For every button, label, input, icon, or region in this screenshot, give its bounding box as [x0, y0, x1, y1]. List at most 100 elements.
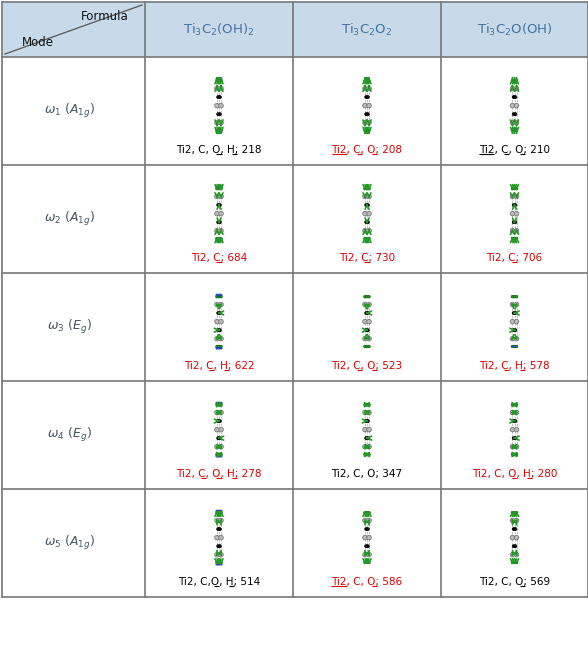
Circle shape: [363, 518, 367, 523]
Circle shape: [364, 561, 366, 563]
Circle shape: [366, 345, 368, 348]
Circle shape: [215, 319, 219, 324]
Circle shape: [515, 511, 518, 514]
Circle shape: [216, 79, 218, 82]
Circle shape: [220, 296, 222, 298]
Circle shape: [514, 220, 517, 224]
Circle shape: [363, 121, 367, 125]
Circle shape: [367, 535, 371, 540]
Circle shape: [215, 428, 219, 432]
Circle shape: [216, 510, 218, 512]
Circle shape: [367, 410, 371, 415]
Circle shape: [510, 121, 514, 125]
Circle shape: [216, 347, 218, 349]
Circle shape: [368, 404, 370, 406]
Circle shape: [366, 96, 369, 99]
Circle shape: [364, 454, 366, 456]
Circle shape: [510, 103, 514, 108]
Circle shape: [364, 237, 366, 240]
Circle shape: [366, 237, 368, 240]
Circle shape: [514, 420, 517, 422]
Circle shape: [220, 404, 222, 406]
Circle shape: [366, 329, 369, 332]
Circle shape: [215, 518, 219, 523]
Circle shape: [363, 553, 367, 557]
Circle shape: [217, 113, 219, 116]
Circle shape: [512, 329, 515, 332]
Circle shape: [510, 336, 514, 341]
Circle shape: [365, 527, 368, 531]
Circle shape: [365, 437, 368, 440]
Circle shape: [511, 237, 514, 240]
Circle shape: [218, 188, 220, 190]
Circle shape: [364, 296, 366, 298]
Circle shape: [218, 329, 221, 332]
Circle shape: [514, 527, 517, 531]
Circle shape: [219, 121, 223, 125]
Circle shape: [218, 455, 220, 457]
Circle shape: [368, 129, 370, 132]
Circle shape: [512, 204, 515, 206]
Circle shape: [515, 237, 518, 240]
Circle shape: [514, 86, 519, 91]
Circle shape: [515, 345, 518, 348]
Circle shape: [219, 194, 223, 198]
Text: $\omega_1$ $(A_{1g})$: $\omega_1$ $(A_{1g})$: [44, 102, 95, 120]
Circle shape: [366, 404, 368, 406]
Circle shape: [363, 302, 367, 307]
Circle shape: [368, 237, 370, 240]
Circle shape: [216, 188, 218, 190]
Circle shape: [365, 204, 368, 206]
Circle shape: [216, 294, 218, 296]
Circle shape: [216, 402, 218, 404]
Text: Ti2, C, O, H; 280: Ti2, C, O, H; 280: [472, 469, 557, 479]
Circle shape: [366, 188, 368, 190]
Text: Ti$_3$C$_2$(OH)$_2$: Ti$_3$C$_2$(OH)$_2$: [183, 21, 255, 37]
Circle shape: [216, 237, 218, 240]
Circle shape: [218, 527, 221, 531]
Circle shape: [215, 121, 219, 125]
Circle shape: [512, 113, 515, 116]
Text: Ti2, C, O; 347: Ti2, C, O; 347: [332, 469, 403, 479]
Text: $\omega_5$ $(A_{1g})$: $\omega_5$ $(A_{1g})$: [44, 534, 95, 552]
Circle shape: [513, 561, 516, 563]
Circle shape: [220, 131, 222, 133]
Circle shape: [219, 553, 223, 557]
Text: Ti2, C, O; 569: Ti2, C, O; 569: [479, 577, 550, 587]
Circle shape: [366, 113, 369, 116]
Circle shape: [366, 561, 368, 563]
Circle shape: [219, 302, 223, 307]
Circle shape: [365, 545, 368, 547]
Circle shape: [215, 103, 219, 108]
Circle shape: [220, 402, 222, 404]
Circle shape: [220, 454, 222, 456]
Circle shape: [216, 131, 218, 133]
Circle shape: [363, 86, 367, 91]
Circle shape: [220, 294, 222, 296]
Circle shape: [215, 535, 219, 540]
Circle shape: [368, 345, 370, 348]
Circle shape: [365, 113, 368, 116]
Circle shape: [510, 319, 514, 324]
Text: Ti2, C, O; 210: Ti2, C, O; 210: [479, 145, 550, 155]
Circle shape: [219, 535, 223, 540]
Circle shape: [218, 296, 220, 298]
Circle shape: [219, 228, 223, 233]
Circle shape: [219, 444, 223, 449]
Circle shape: [514, 319, 519, 324]
Circle shape: [220, 563, 222, 565]
Text: Ti2, C, H; 578: Ti2, C, H; 578: [479, 361, 550, 371]
Circle shape: [363, 319, 367, 324]
Circle shape: [218, 220, 221, 224]
Circle shape: [514, 228, 519, 233]
Circle shape: [220, 129, 222, 132]
Circle shape: [219, 428, 223, 432]
Circle shape: [219, 336, 223, 341]
Circle shape: [514, 437, 517, 440]
Circle shape: [363, 336, 367, 341]
Circle shape: [216, 129, 218, 132]
Circle shape: [220, 347, 222, 349]
Circle shape: [367, 228, 371, 233]
Circle shape: [218, 454, 220, 456]
Circle shape: [365, 96, 368, 99]
